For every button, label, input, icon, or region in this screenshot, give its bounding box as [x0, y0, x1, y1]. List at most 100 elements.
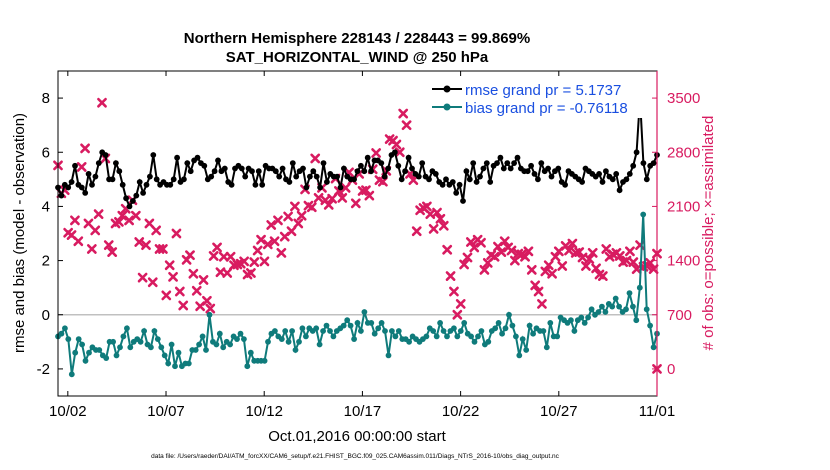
rmse-point [249, 168, 255, 175]
bias-point [451, 325, 457, 332]
obs-marker [530, 280, 541, 291]
y-right-tick-label: 0 [667, 361, 675, 378]
rmse-point [123, 195, 129, 202]
obs-marker [171, 228, 182, 239]
obs-marker [442, 244, 453, 255]
rmse-point [548, 173, 555, 180]
rmse-point [439, 181, 446, 188]
rmse-point [443, 176, 449, 183]
bias-point [468, 333, 474, 340]
legend-bias-marker [443, 103, 451, 111]
x-tick-label: 10/27 [540, 403, 578, 420]
obs-marker [276, 247, 287, 258]
legend-bias-label: bias grand pr = -0.76118 [465, 100, 628, 117]
obs-marker [256, 234, 266, 245]
rmse-point [405, 154, 412, 161]
obs-marker [455, 299, 466, 309]
bias-point [502, 325, 509, 332]
rmse-point [409, 165, 415, 172]
bias-point [175, 349, 182, 356]
legend: rmse grand pr = 5.1737 bias grand pr = -… [428, 78, 652, 118]
obs-marker [584, 254, 595, 264]
obs-marker [249, 257, 260, 268]
rmse-point [643, 176, 650, 183]
bias-point [247, 349, 254, 356]
bias-point [395, 328, 402, 334]
rmse-point [480, 165, 487, 172]
bias-point [117, 344, 123, 351]
rmse-point [623, 176, 630, 183]
rmse-point [289, 160, 296, 167]
obs-marker [151, 225, 162, 236]
rmse-point [133, 192, 140, 199]
bias-point [444, 333, 450, 340]
obs-marker [438, 220, 449, 231]
bias-point [216, 330, 223, 337]
rmse-point [153, 176, 160, 183]
obs-marker [506, 245, 517, 256]
bias-point [234, 336, 240, 342]
obs-marker [178, 300, 189, 311]
bias-point [433, 333, 440, 340]
rmse-point [310, 168, 317, 175]
obs-marker [364, 190, 375, 201]
bias-point [602, 309, 609, 315]
bias-point [323, 322, 330, 329]
bias-point [516, 352, 523, 359]
obs-marker [259, 256, 270, 267]
bias-point [440, 328, 447, 334]
bias-point [244, 363, 251, 370]
bias-point [599, 303, 605, 310]
y-right-tick-label: 2800 [667, 144, 700, 161]
obs-marker [137, 272, 148, 283]
bias-point [485, 338, 492, 345]
y-axis-right: 0 700 1400 2100 2800 3500 [652, 71, 700, 396]
bias-point [623, 306, 629, 313]
rmse-point [242, 173, 249, 180]
obs-marker [245, 268, 256, 278]
obs-marker [445, 271, 456, 281]
obs-marker [547, 268, 557, 279]
bias-point [368, 320, 375, 326]
obs-marker [313, 193, 324, 203]
y-right-tick-label: 700 [667, 307, 692, 324]
rmse-point [272, 168, 279, 175]
bias-point [612, 295, 619, 302]
obs-marker [134, 237, 145, 247]
bias-point [285, 338, 292, 345]
bias-point [72, 349, 79, 356]
bias-point [265, 338, 271, 345]
y-right-tick-label: 3500 [667, 90, 700, 107]
rmse-point [494, 160, 500, 167]
bias-point [148, 344, 154, 351]
bias-point [540, 328, 547, 334]
rmse-point [528, 162, 534, 169]
bias-point [378, 320, 385, 326]
bias-point [272, 328, 278, 334]
rmse-point [140, 190, 147, 196]
bias-point [151, 328, 158, 334]
bias-point [554, 333, 561, 340]
obs-marker [452, 309, 463, 320]
rmse-point [449, 179, 456, 185]
rmse-point [293, 173, 300, 180]
x-tick-label: 10/22 [442, 403, 480, 420]
bias-point [640, 211, 647, 218]
bias-point [313, 325, 320, 332]
rmse-point [126, 203, 133, 210]
rmse-point [303, 184, 310, 191]
rmse-point [538, 160, 545, 167]
bias-point [492, 325, 499, 332]
rmse-point [609, 176, 616, 183]
bias-point [585, 314, 591, 321]
footnote: data file: /Users/raeder/DAI/ATM_forcXX/… [151, 453, 560, 460]
obs-marker [591, 263, 601, 274]
rmse-point [650, 160, 657, 167]
obs-marker [205, 303, 216, 314]
obs-marker [266, 220, 277, 230]
rmse-point [211, 168, 218, 175]
rmse-point [194, 154, 201, 161]
bias-point [120, 333, 127, 340]
obs-marker [310, 153, 321, 164]
obs-marker [550, 251, 561, 262]
